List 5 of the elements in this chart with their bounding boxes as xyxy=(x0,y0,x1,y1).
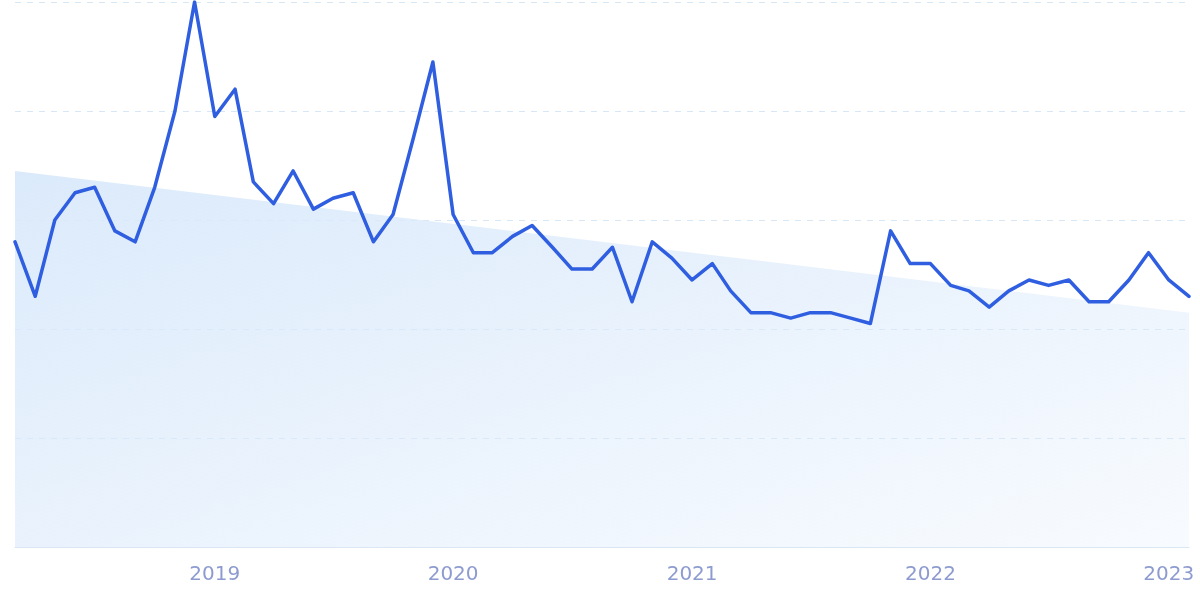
x-tick-label: 2019 xyxy=(189,561,241,585)
x-tick-label: 2023 xyxy=(1143,561,1195,585)
x-tick-label: 2021 xyxy=(666,561,718,585)
x-tick-label: 2022 xyxy=(904,561,956,585)
x-tick-label: 2020 xyxy=(427,561,479,585)
